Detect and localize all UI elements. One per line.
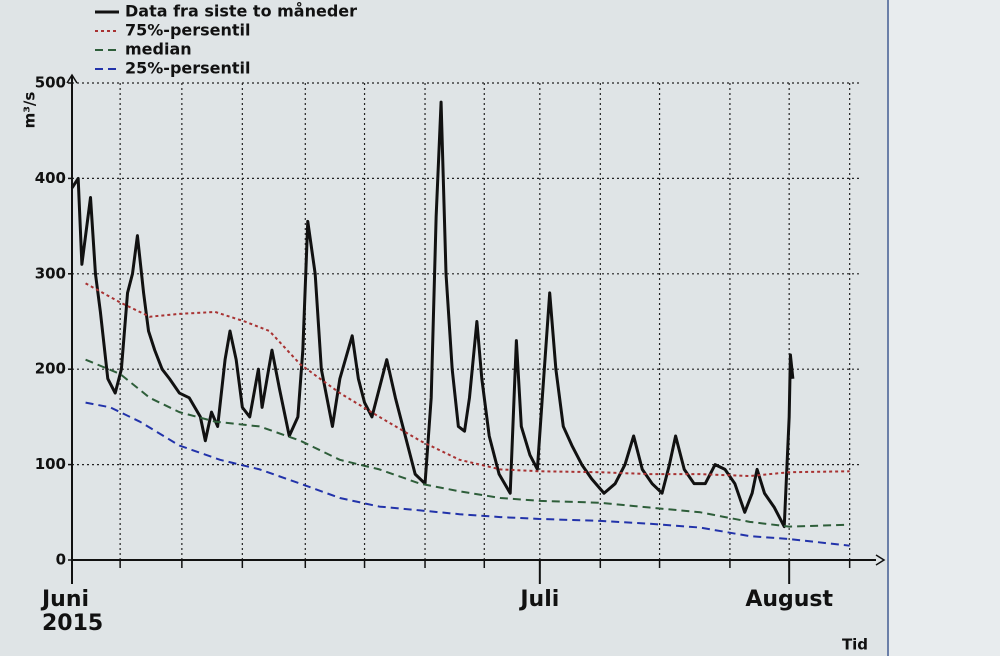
legend-label: 25%-persentil — [125, 59, 251, 78]
y-axis-arrow — [66, 73, 78, 84]
x-tick-label: Juli — [518, 587, 559, 612]
legend-label: 75%-persentil — [125, 21, 251, 40]
screen-margin — [888, 0, 1000, 656]
y-tick-label: 500 — [35, 74, 66, 92]
y-tick-label: 0 — [56, 551, 66, 569]
y-tick-label: 300 — [35, 264, 66, 282]
x-tick-label: Juni — [40, 587, 89, 612]
x-tick-label: August — [745, 587, 833, 612]
y-tick-label: 200 — [35, 360, 66, 378]
x-axis-label: Tid — [842, 636, 868, 654]
y-axis-label: m³/s — [21, 92, 39, 129]
y-tick-label: 100 — [35, 455, 66, 473]
x-axis-arrow — [875, 554, 886, 566]
legend-label: Data fra siste to måneder — [125, 2, 357, 21]
x-year-label: 2015 — [42, 611, 103, 636]
series-line — [85, 358, 850, 528]
series-line — [85, 282, 850, 478]
y-tick-label: 400 — [35, 169, 66, 187]
series-line — [70, 100, 795, 529]
series-line — [85, 401, 850, 547]
legend-label: median — [125, 40, 192, 59]
